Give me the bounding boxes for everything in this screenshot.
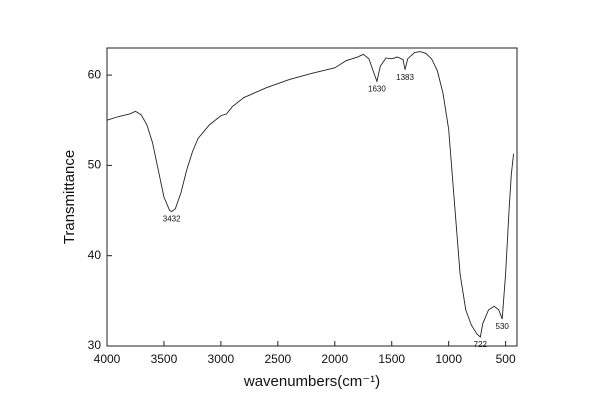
- x-axis-label: wavenumbers(cm⁻¹): [243, 373, 380, 390]
- y-tick-label: 30: [88, 338, 102, 352]
- x-tick-label: 1000: [435, 352, 462, 366]
- y-tick-label: 40: [88, 248, 102, 262]
- x-tick-label: 2500: [264, 352, 291, 366]
- spectrum-line: [106, 51, 515, 338]
- x-tick-label: 1500: [378, 352, 405, 366]
- y-axis-label: Transmittance: [61, 150, 78, 244]
- peak-label: 1383: [396, 73, 414, 82]
- x-tick-label: 3000: [208, 352, 235, 366]
- peak-label: 1630: [368, 85, 386, 94]
- peak-label: 530: [496, 322, 510, 331]
- x-tick-label: 2000: [321, 352, 348, 366]
- y-tick-label: 50: [88, 158, 102, 172]
- peak-label: 3432: [163, 215, 181, 224]
- x-tick-label: 4000: [94, 352, 121, 366]
- peak-label: 722: [474, 340, 488, 349]
- y-tick-label: 60: [88, 67, 102, 81]
- x-tick-label: 500: [496, 352, 516, 366]
- plot-frame: [106, 47, 518, 347]
- x-tick-label: 3500: [151, 352, 178, 366]
